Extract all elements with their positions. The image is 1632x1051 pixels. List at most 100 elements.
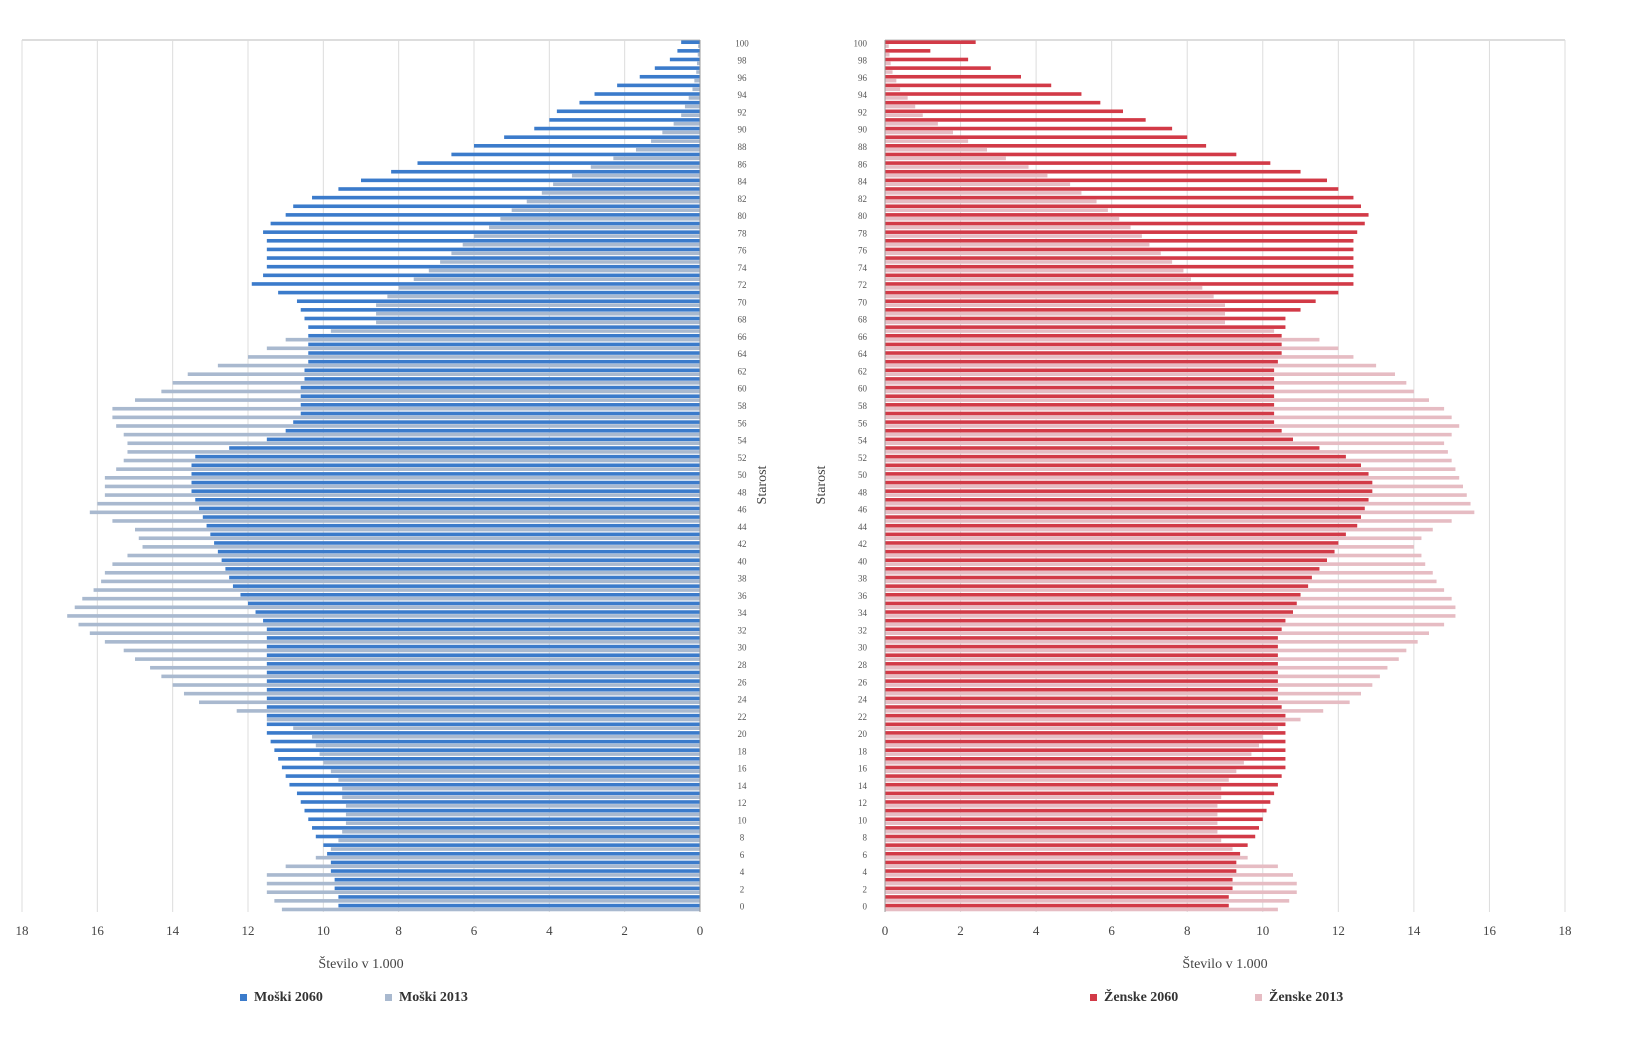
bar [885, 130, 953, 135]
age-label: 100 [735, 38, 749, 48]
x-tick-label: 12 [1332, 923, 1345, 938]
age-label: 40 [858, 556, 868, 566]
bar [885, 44, 889, 48]
bar [308, 333, 700, 338]
bar [885, 717, 1301, 722]
bar [255, 610, 701, 614]
bar [135, 527, 700, 532]
age-label: 94 [738, 90, 748, 100]
bar [387, 294, 700, 299]
bar [308, 342, 700, 347]
age-label: 66 [738, 332, 748, 342]
bar [885, 610, 1293, 614]
bar [885, 804, 1218, 808]
bar [885, 640, 1418, 644]
x-tick-label: 2 [957, 923, 964, 938]
bar [308, 359, 700, 364]
bar [266, 696, 700, 701]
bar [308, 325, 700, 329]
bar [104, 493, 700, 497]
bar [266, 731, 700, 735]
bar [885, 294, 1214, 299]
age-label: 14 [738, 781, 748, 791]
bar [104, 640, 700, 644]
bar [266, 653, 700, 658]
bar [172, 683, 700, 687]
x-tick-label: 16 [91, 923, 105, 938]
age-label: 82 [858, 194, 867, 204]
bar [885, 480, 1373, 485]
age-label: 26 [858, 677, 868, 687]
bar [89, 631, 701, 636]
bar [116, 467, 700, 471]
age-label: 48 [738, 487, 748, 497]
age-label: 72 [738, 280, 747, 290]
bar [885, 191, 1082, 195]
bar [885, 648, 1407, 653]
bar [270, 739, 700, 744]
bar [127, 553, 700, 558]
age-label: 38 [738, 574, 748, 584]
bar [885, 869, 1237, 873]
bar [296, 791, 700, 796]
bar [885, 268, 1184, 273]
bar [266, 722, 700, 727]
bar [885, 216, 1120, 221]
x-tick-label: 18 [16, 923, 29, 938]
bar [885, 355, 1354, 359]
bar [112, 415, 700, 420]
age-label: 2 [863, 884, 868, 894]
bar [885, 851, 1241, 856]
bar [123, 432, 700, 437]
bar [541, 191, 700, 195]
age-label: 22 [738, 712, 747, 722]
age-label: 6 [863, 850, 868, 860]
bar [885, 420, 1275, 424]
bar [885, 834, 1256, 839]
bar [266, 636, 700, 640]
age-label: 2 [740, 884, 745, 894]
age-label: 56 [738, 418, 748, 428]
bar [617, 83, 700, 88]
bar [885, 377, 1275, 381]
bar [885, 463, 1361, 468]
age-label: 98 [858, 56, 868, 66]
bar [688, 96, 700, 100]
bar [229, 446, 700, 450]
bar [885, 700, 1350, 705]
bar [135, 398, 700, 402]
bar [885, 899, 1290, 903]
bar [885, 476, 1460, 480]
bar [217, 363, 700, 368]
bar [885, 743, 1259, 748]
bar [885, 238, 1354, 243]
legend-label: Moški 2013 [399, 990, 468, 1005]
bar [885, 812, 1218, 817]
bar [338, 903, 700, 908]
age-label: 62 [738, 366, 747, 376]
x-tick-label: 12 [242, 923, 255, 938]
bar [511, 208, 700, 212]
bar [885, 817, 1263, 822]
bar [885, 864, 1278, 869]
bar [266, 238, 700, 243]
bar [534, 126, 700, 131]
bar [885, 428, 1282, 433]
bar [334, 886, 700, 891]
bar [232, 584, 700, 588]
bar [191, 489, 700, 493]
bar [74, 605, 700, 610]
bar [885, 260, 1173, 264]
bar [229, 575, 700, 580]
bar [266, 717, 700, 722]
bar [342, 829, 700, 834]
bar [187, 372, 700, 376]
age-label: 10 [858, 815, 868, 825]
x-tick-label: 14 [166, 923, 180, 938]
bar [270, 221, 700, 226]
x-tick-label: 16 [1483, 923, 1497, 938]
bar [885, 437, 1293, 442]
bar [885, 838, 1222, 843]
age-label: 88 [858, 142, 868, 152]
bar [330, 847, 700, 851]
